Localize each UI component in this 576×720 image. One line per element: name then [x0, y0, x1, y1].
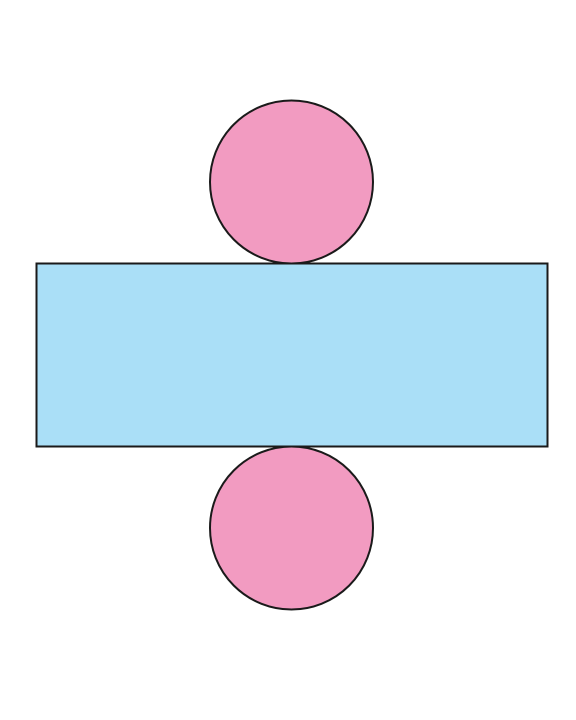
bottom-circle-base	[209, 445, 374, 611]
lateral-surface-rectangle	[35, 262, 549, 448]
top-circle-base	[209, 99, 374, 265]
